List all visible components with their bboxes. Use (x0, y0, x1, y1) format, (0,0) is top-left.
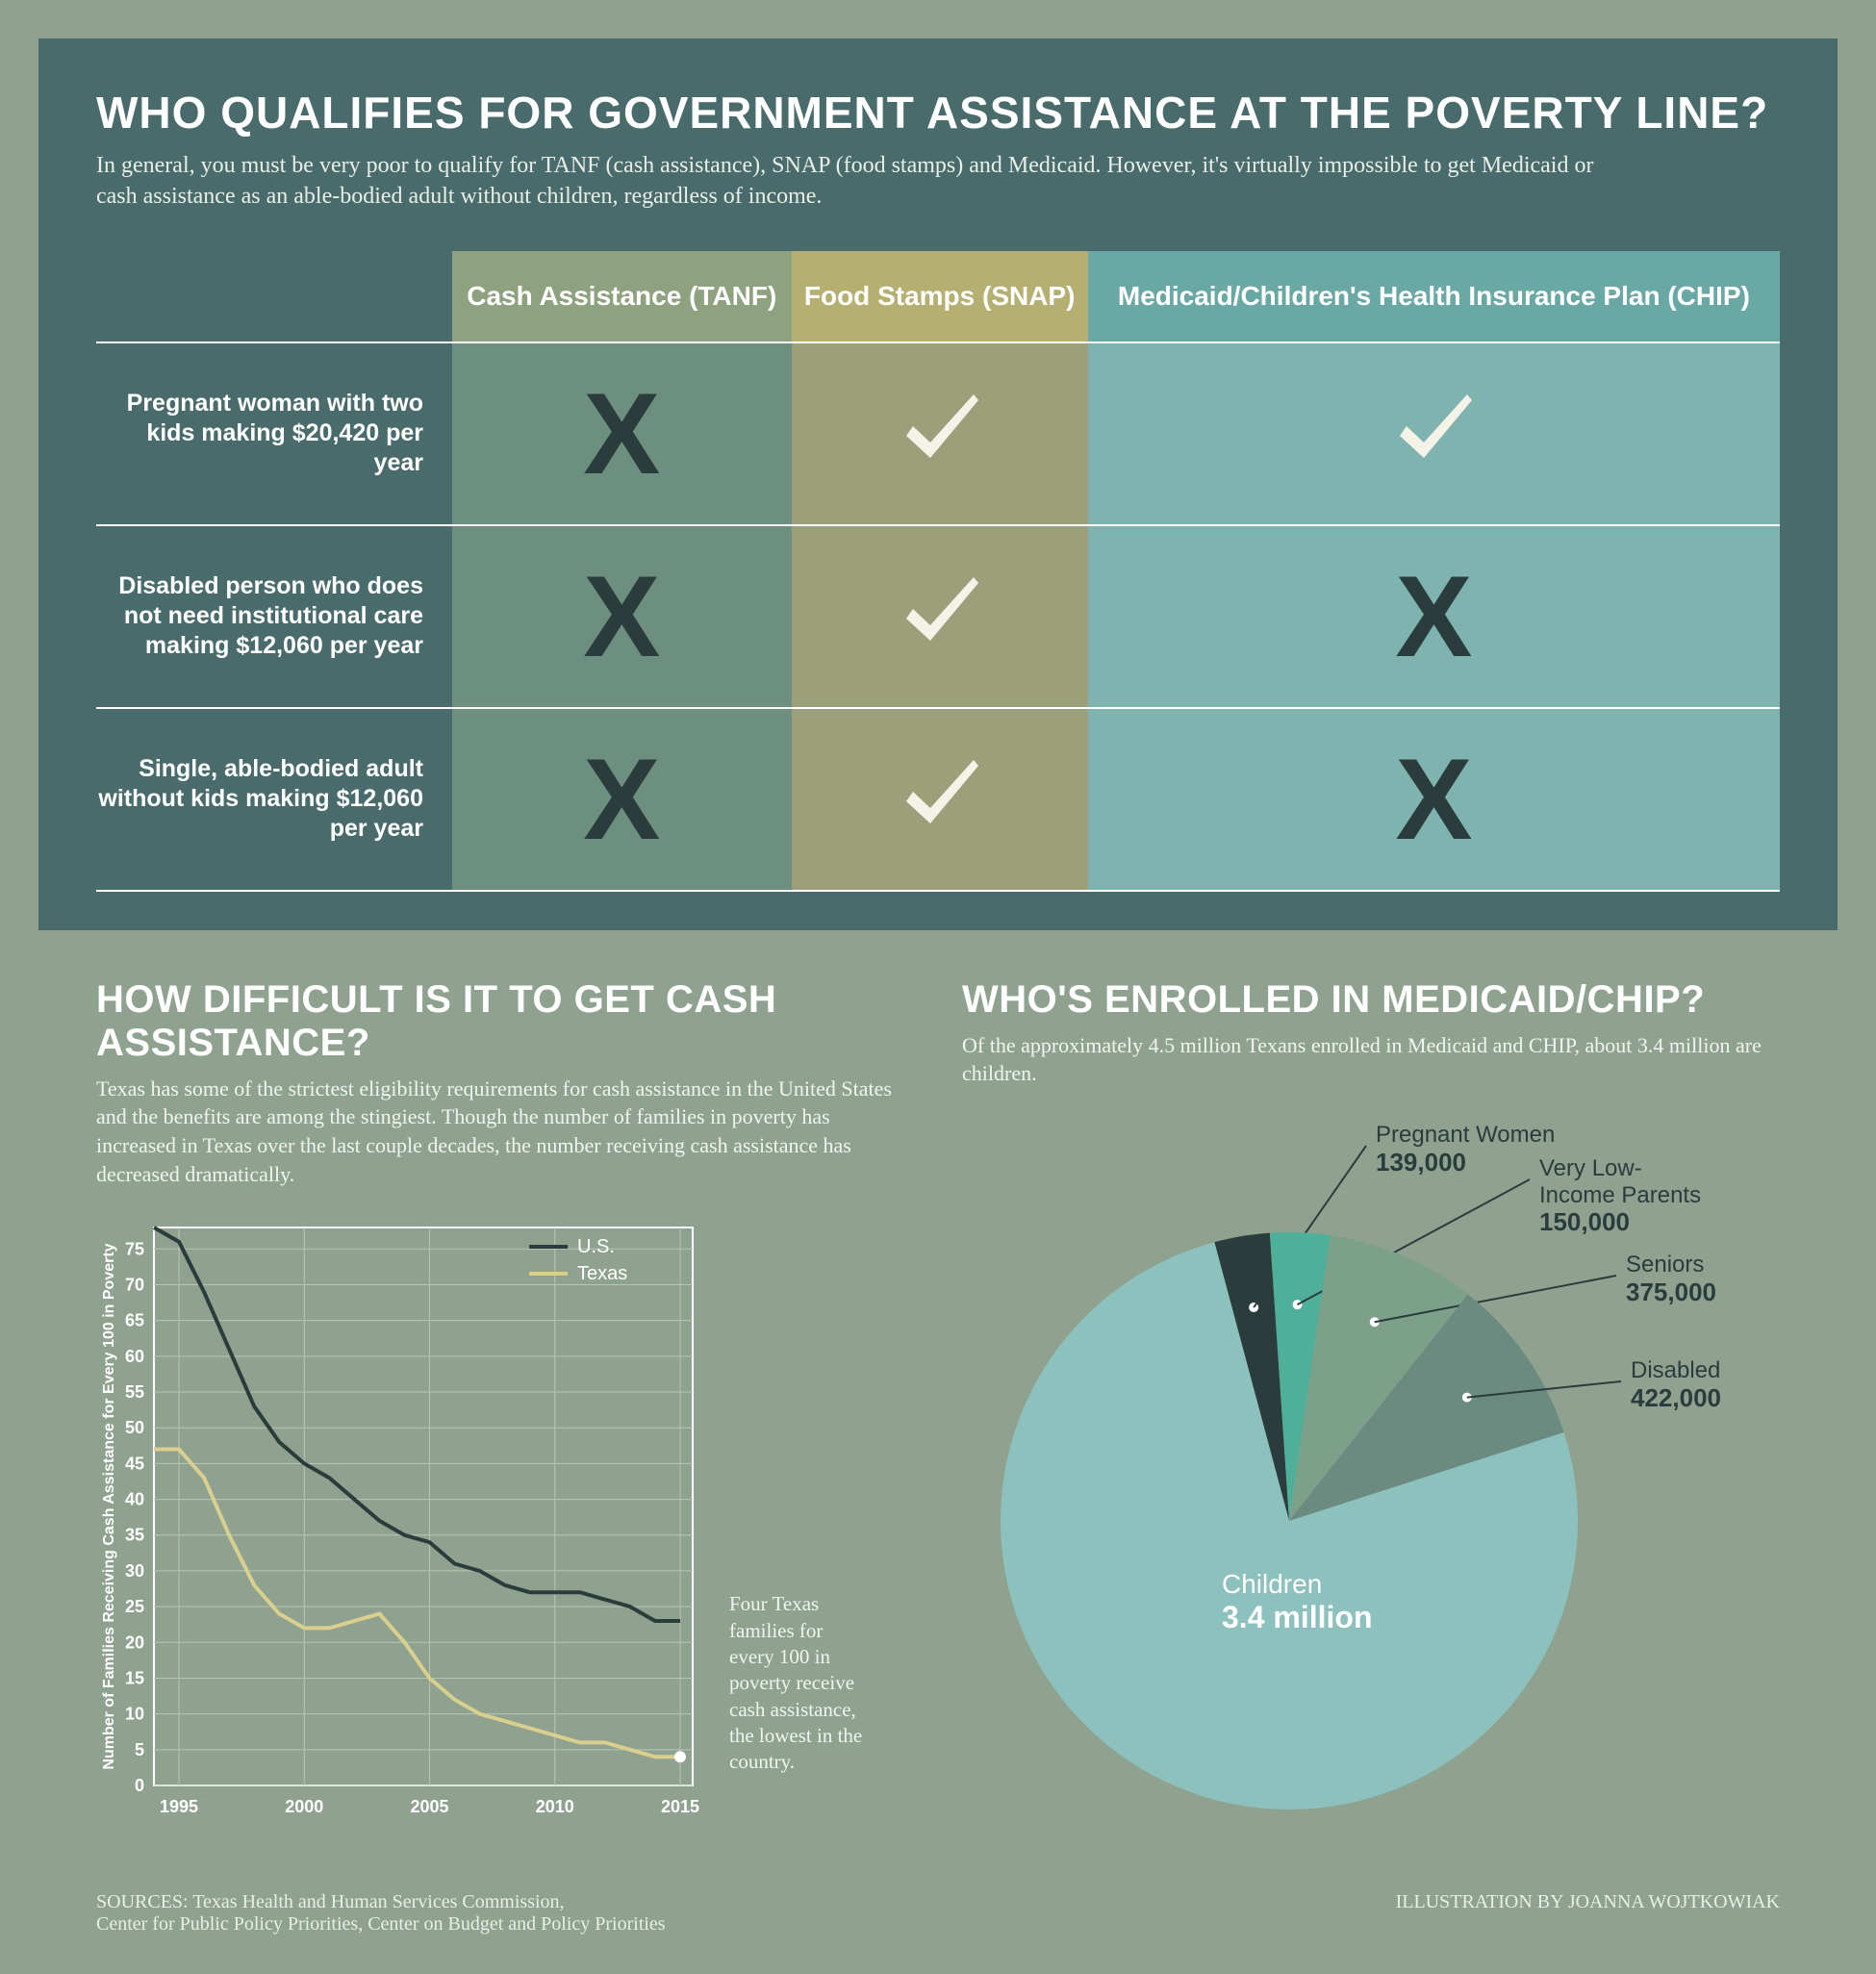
svg-text:2005: 2005 (410, 1797, 448, 1816)
row-header: Single, able-bodied adult without kids m… (96, 708, 452, 891)
x-mark-cell: X (1088, 525, 1780, 708)
svg-text:10: 10 (125, 1704, 144, 1723)
svg-text:70: 70 (125, 1275, 144, 1294)
x-mark-icon: X (583, 369, 660, 498)
left-title: HOW DIFFICULT IS IT TO GET CASH ASSISTAN… (96, 978, 895, 1065)
svg-text:2015: 2015 (661, 1797, 699, 1816)
table-corner (96, 251, 452, 342)
sources-text: SOURCES: Texas Health and Human Services… (96, 1891, 666, 1936)
x-mark-cell: X (452, 525, 792, 708)
svg-text:65: 65 (125, 1310, 144, 1329)
svg-text:55: 55 (125, 1382, 144, 1402)
top-title: WHO QUALIFIES FOR GOVERNMENT ASSISTANCE … (96, 87, 1780, 139)
pie-label: Seniors375,000 (1626, 1252, 1716, 1306)
check-mark-cell (792, 525, 1088, 708)
check-mark-cell (792, 708, 1088, 891)
svg-text:60: 60 (125, 1346, 144, 1365)
right-subtitle: Of the approximately 4.5 million Texans … (962, 1031, 1780, 1088)
svg-text:35: 35 (125, 1525, 144, 1544)
svg-text:Number of Families Receiving C: Number of Families Receiving Cash Assist… (101, 1243, 117, 1769)
x-mark-cell: X (1088, 708, 1780, 891)
svg-text:15: 15 (125, 1668, 144, 1687)
x-mark-cell: X (452, 708, 792, 891)
col-header-tanf: Cash Assistance (TANF) (452, 251, 792, 342)
check-icon (1385, 467, 1482, 483)
x-mark-icon: X (583, 552, 660, 681)
check-icon (892, 649, 988, 666)
x-mark-icon: X (1395, 735, 1472, 864)
check-mark-cell (792, 342, 1088, 525)
line-chart: 0 5 10 15 20 25 30 35 40 45 50 55 60 65 70 75 1995 2000 20… (96, 1218, 712, 1834)
top-subtitle: In general, you must be very poor to qua… (96, 150, 1635, 213)
left-subtitle: Texas has some of the strictest eligibil… (96, 1075, 895, 1189)
svg-text:50: 50 (125, 1418, 144, 1437)
svg-text:Texas: Texas (577, 1263, 627, 1284)
pie-label-children: Children3.4 million (1222, 1569, 1372, 1635)
check-mark-cell (1088, 342, 1780, 525)
pie-label: Disabled422,000 (1631, 1357, 1721, 1412)
x-mark-icon: X (1395, 552, 1472, 681)
check-icon (892, 467, 988, 483)
cash-assistance-section: HOW DIFFICULT IS IT TO GET CASH ASSISTAN… (96, 978, 895, 1834)
pie-label: Pregnant Women139,000 (1376, 1122, 1555, 1177)
right-title: WHO'S ENROLLED IN MEDICAID/CHIP? (962, 978, 1780, 1022)
pie-label: Very Low-Income Parents150,000 (1539, 1155, 1701, 1237)
svg-text:25: 25 (125, 1597, 144, 1616)
svg-text:30: 30 (125, 1560, 144, 1580)
medicaid-section: WHO'S ENROLLED IN MEDICAID/CHIP? Of the … (962, 978, 1780, 1834)
row-header: Disabled person who does not need instit… (96, 525, 452, 708)
svg-text:75: 75 (125, 1239, 144, 1258)
row-header: Pregnant woman with two kids making $20,… (96, 342, 452, 525)
bottom-row: HOW DIFFICULT IS IT TO GET CASH ASSISTAN… (38, 978, 1838, 1834)
svg-text:20: 20 (125, 1632, 144, 1652)
svg-text:2000: 2000 (285, 1797, 323, 1816)
col-header-chip: Medicaid/Children's Health Insurance Pla… (1088, 251, 1780, 342)
svg-text:40: 40 (125, 1489, 144, 1508)
x-mark-icon: X (583, 735, 660, 864)
col-header-snap: Food Stamps (SNAP) (792, 251, 1088, 342)
svg-text:U.S.: U.S. (577, 1236, 615, 1257)
svg-text:0: 0 (135, 1776, 144, 1795)
footer: SOURCES: Texas Health and Human Services… (38, 1834, 1838, 1936)
line-chart-annotation: Four Texas families for every 100 in pov… (712, 1591, 866, 1833)
pie-chart: Pregnant Women139,000Very Low-Income Par… (962, 1117, 1780, 1810)
svg-text:45: 45 (125, 1454, 144, 1473)
top-panel: WHO QUALIFIES FOR GOVERNMENT ASSISTANCE … (38, 38, 1838, 930)
check-icon (892, 832, 988, 848)
svg-text:1995: 1995 (160, 1797, 198, 1816)
qualification-table: Cash Assistance (TANF) Food Stamps (SNAP… (96, 251, 1780, 892)
x-mark-cell: X (452, 342, 792, 525)
svg-text:2010: 2010 (536, 1797, 574, 1816)
credit-text: ILLUSTRATION BY JOANNA WOJTKOWIAK (1396, 1891, 1780, 1936)
svg-text:5: 5 (135, 1739, 144, 1759)
